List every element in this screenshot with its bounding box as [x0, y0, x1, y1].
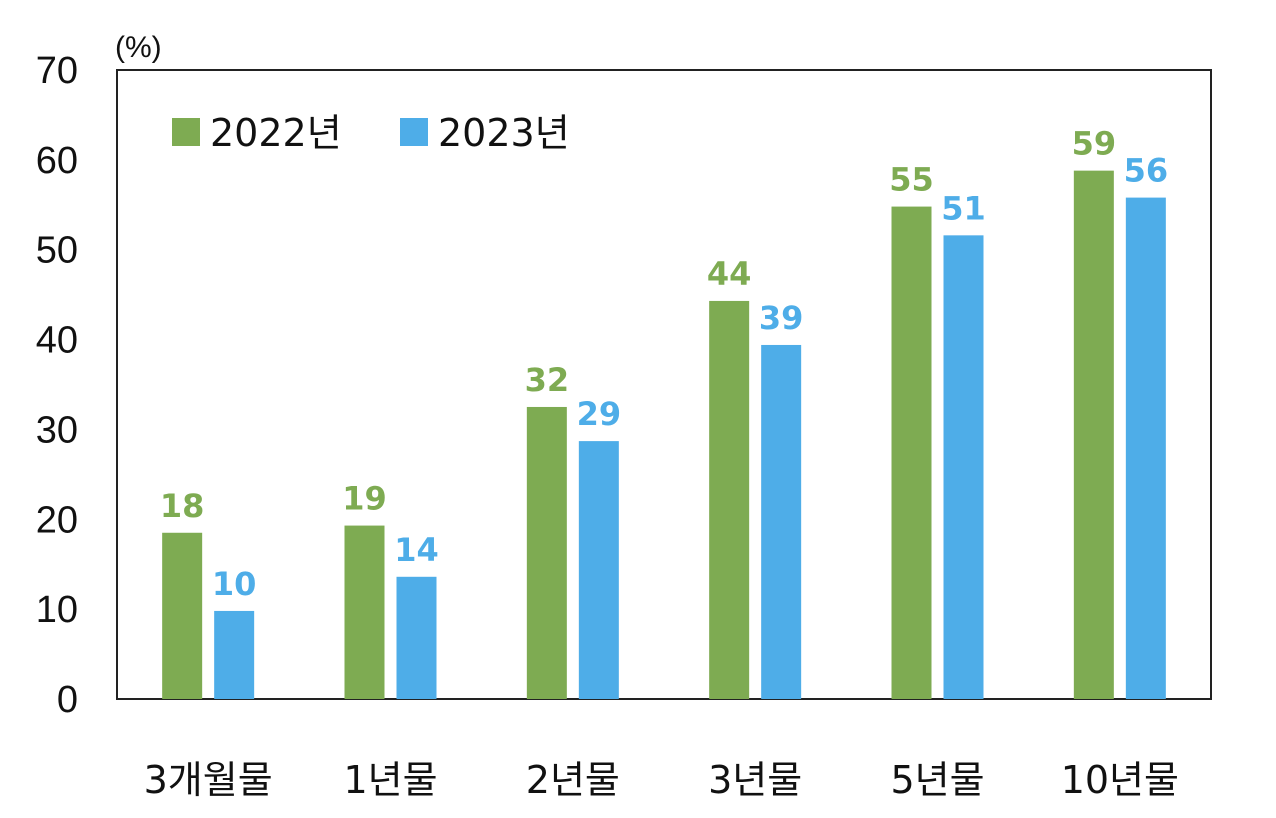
bars-group	[162, 170, 1166, 699]
data-label: 18	[160, 487, 205, 525]
bar-2022년-3년물	[709, 300, 750, 699]
x-axis-labels: 3개월물 1년물 2년물 3년물 5년물 10년물	[144, 758, 1179, 802]
y-tick-label: 0	[57, 679, 78, 721]
legend: 2022년 2023년	[172, 111, 570, 155]
bar-2023년-10년물	[1125, 197, 1166, 699]
bar-2022년-5년물	[891, 206, 932, 699]
bar-2022년-3개월물	[162, 532, 203, 699]
y-tick-label: 70	[36, 50, 78, 92]
data-label: 32	[525, 361, 570, 399]
bar-2022년-10년물	[1073, 170, 1114, 699]
data-label: 44	[707, 255, 752, 293]
data-label: 56	[1124, 152, 1169, 190]
plot-area-frame	[116, 69, 1212, 700]
x-category-label: 3년물	[708, 758, 802, 802]
legend-swatch	[172, 118, 200, 146]
bar-2023년-3년물	[761, 344, 802, 699]
data-label: 55	[889, 161, 934, 199]
x-category-label: 5년물	[890, 758, 984, 802]
y-tick-label: 40	[36, 320, 78, 362]
data-label: 39	[759, 299, 804, 337]
y-axis-ticks: 0 10 20 30 40 50 60 70	[36, 50, 78, 721]
bar-2023년-2년물	[578, 441, 619, 699]
x-category-label: 2년물	[526, 758, 620, 802]
y-tick-label: 50	[36, 230, 78, 272]
data-label: 59	[1072, 125, 1117, 163]
y-tick-label: 20	[36, 499, 78, 541]
bar-2022년-1년물	[344, 525, 385, 699]
data-label: 10	[212, 565, 257, 603]
y-tick-label: 60	[36, 140, 78, 182]
legend-label: 2022년	[210, 111, 342, 155]
legend-swatch	[400, 118, 428, 146]
x-category-label: 3개월물	[144, 758, 273, 802]
y-axis-unit-label: (%)	[115, 31, 162, 64]
legend-label: 2023년	[438, 111, 570, 155]
bar-2023년-3개월물	[214, 610, 255, 699]
y-tick-label: 10	[36, 589, 78, 631]
bar-2023년-5년물	[943, 235, 984, 699]
y-tick-label: 30	[36, 409, 78, 451]
x-category-label: 1년물	[343, 758, 437, 802]
data-label: 29	[577, 395, 622, 433]
data-label: 51	[941, 189, 986, 227]
bar-2023년-1년물	[396, 576, 437, 699]
bar-2022년-2년물	[526, 406, 567, 699]
data-label: 14	[394, 531, 439, 569]
x-category-label: 10년물	[1061, 758, 1179, 802]
data-label: 19	[342, 480, 387, 518]
